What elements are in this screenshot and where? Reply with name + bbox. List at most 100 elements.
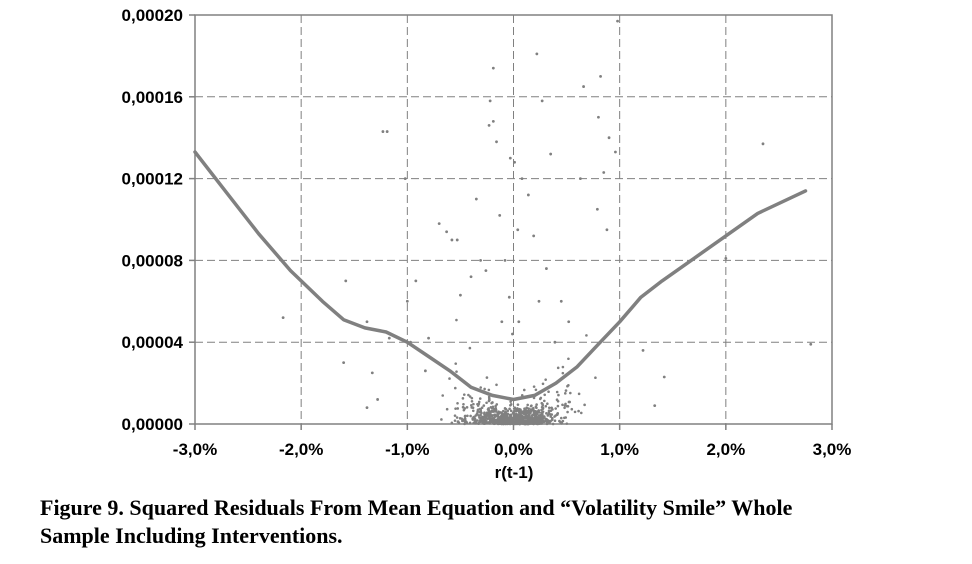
data-point xyxy=(534,417,537,420)
data-point xyxy=(526,193,530,197)
data-point xyxy=(479,259,482,262)
data-point xyxy=(599,74,602,78)
data-point xyxy=(472,421,475,425)
data-point xyxy=(487,399,491,403)
data-point xyxy=(475,419,479,422)
data-point xyxy=(471,409,475,413)
data-point xyxy=(538,397,542,401)
data-point xyxy=(547,421,551,424)
data-point xyxy=(488,99,492,103)
data-point xyxy=(453,386,457,390)
data-point xyxy=(563,416,566,420)
data-point xyxy=(485,411,489,414)
data-point xyxy=(414,279,418,283)
data-point xyxy=(463,420,467,424)
data-point xyxy=(556,413,559,416)
data-point xyxy=(556,404,560,408)
data-point xyxy=(561,365,565,369)
caption-line-2: Sample Including Interventions. xyxy=(40,523,343,548)
data-point xyxy=(653,404,657,407)
data-point xyxy=(480,406,484,409)
y-tick-label: 0,00016 xyxy=(122,88,183,107)
data-point xyxy=(509,409,513,413)
data-point xyxy=(427,336,430,340)
data-point xyxy=(481,420,484,424)
data-point xyxy=(542,420,546,424)
data-point xyxy=(505,416,509,420)
data-point xyxy=(545,420,548,423)
y-tick-label: 0,00008 xyxy=(122,251,183,270)
data-point xyxy=(450,421,454,425)
x-tick-label: 3,0% xyxy=(813,440,852,459)
data-point xyxy=(516,228,520,232)
data-point xyxy=(534,388,538,392)
data-point xyxy=(541,413,544,417)
data-point xyxy=(567,320,571,324)
data-point xyxy=(454,362,458,365)
data-point xyxy=(484,421,488,425)
data-point xyxy=(485,376,489,379)
data-point xyxy=(470,399,474,403)
caption-line-1: Figure 9. Squared Residuals From Mean Eq… xyxy=(40,495,793,520)
data-point xyxy=(662,375,666,379)
gridlines xyxy=(195,15,832,424)
data-point xyxy=(485,401,488,405)
data-point xyxy=(455,238,459,242)
data-point xyxy=(496,415,500,418)
data-point xyxy=(547,411,551,414)
data-point xyxy=(555,390,559,394)
data-point xyxy=(536,421,539,425)
y-tick-label: 0,00020 xyxy=(122,6,183,25)
data-point xyxy=(534,411,538,415)
data-point xyxy=(500,416,504,420)
data-point xyxy=(554,407,557,410)
data-point xyxy=(503,259,507,262)
data-point xyxy=(531,409,534,412)
data-point xyxy=(519,417,522,420)
data-point xyxy=(569,391,572,395)
data-point xyxy=(568,400,571,404)
data-point xyxy=(478,407,482,411)
data-point xyxy=(557,393,560,397)
data-point xyxy=(577,392,581,396)
data-point xyxy=(511,418,515,421)
data-point xyxy=(474,197,478,201)
data-point xyxy=(490,409,494,413)
data-point xyxy=(344,279,348,283)
data-point xyxy=(500,412,504,416)
data-point xyxy=(531,421,535,425)
data-point xyxy=(493,415,496,419)
data-point xyxy=(540,99,544,103)
data-point xyxy=(342,361,346,365)
data-point xyxy=(473,417,477,420)
data-point xyxy=(513,422,517,426)
data-point xyxy=(602,171,606,174)
data-point xyxy=(528,417,531,420)
data-point xyxy=(405,299,409,303)
data-point xyxy=(567,357,570,361)
data-point xyxy=(510,420,514,423)
data-point xyxy=(463,407,467,410)
data-point xyxy=(522,388,526,392)
data-point xyxy=(448,377,451,380)
data-point xyxy=(482,417,485,421)
data-point xyxy=(370,371,374,375)
data-point xyxy=(502,422,505,425)
data-point xyxy=(508,415,512,419)
data-point xyxy=(484,418,487,421)
data-point xyxy=(403,177,407,181)
data-point xyxy=(567,384,570,387)
data-point xyxy=(511,422,515,426)
data-point xyxy=(514,420,517,424)
data-point xyxy=(490,419,493,423)
data-point xyxy=(461,419,465,422)
data-point xyxy=(385,130,389,133)
data-point xyxy=(440,418,443,421)
data-point xyxy=(546,402,549,406)
scatter-points xyxy=(281,19,813,426)
data-point xyxy=(561,403,564,407)
x-tick-label: -3,0% xyxy=(173,440,217,459)
data-point xyxy=(512,416,516,419)
data-point xyxy=(504,410,508,414)
data-point xyxy=(761,142,765,146)
